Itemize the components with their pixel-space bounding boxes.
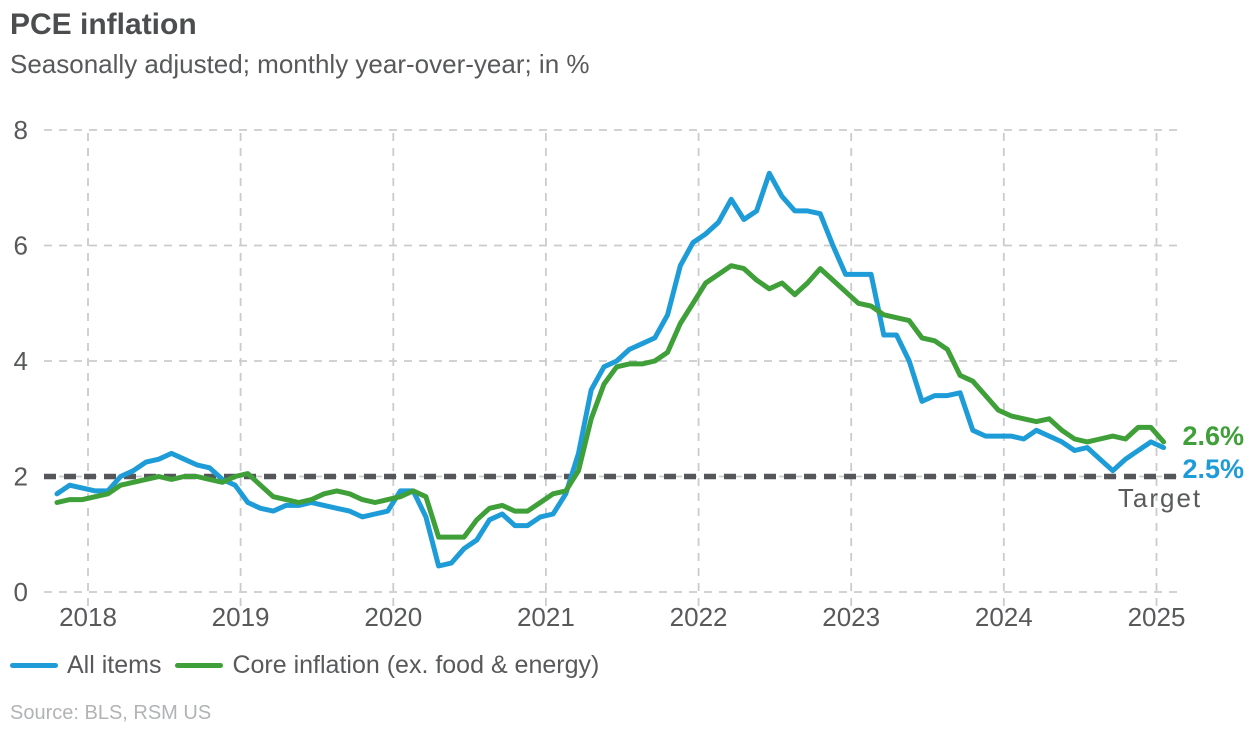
all-items-end-value-label: 2.5% [1182,454,1244,484]
page-title: PCE inflation [10,8,197,41]
chart-subtitle: Seasonally adjusted; monthly year-over-y… [10,49,590,79]
x-tick-label: 2021 [517,602,575,632]
source-note: Source: BLS, RSM US [10,702,212,724]
legend-label-all-items: All items [67,651,162,679]
y-tick-label: 0 [14,577,28,607]
chart-header: PCE inflation Seasonally adjusted; month… [10,6,590,80]
legend-item-core-inflation: Core inflation (ex. food & energy) [175,651,599,680]
y-tick-label: 8 [14,115,28,145]
legend-item-all-items: All items [10,651,161,680]
x-tick-label: 2019 [212,602,270,632]
legend-label-core-inflation: Core inflation (ex. food & energy) [232,651,600,679]
x-tick-label: 2024 [975,602,1033,632]
x-tick-label: 2023 [822,602,880,632]
x-tick-label: 2022 [670,602,728,632]
x-tick-label: 2020 [364,602,422,632]
all-items-line-swatch [10,663,58,668]
core-inflation-line-swatch [175,663,224,668]
core-end-value-label: 2.6% [1182,421,1244,451]
chart-legend: All items Core inflation (ex. food & ene… [10,651,613,680]
series-layer [54,170,1167,569]
core-inflation-line [54,263,1167,540]
grid-layer: 0 2 4 6 8 2018 2019 2020 2021 2022 2023 2024 2025 [14,115,1186,632]
x-tick-label: 2025 [1128,602,1186,632]
all-items-line [54,170,1167,569]
x-tick-label: 2018 [59,602,117,632]
y-tick-label: 6 [14,231,28,261]
y-tick-label: 4 [14,346,28,376]
y-tick-label: 2 [14,462,28,492]
target-line-label: Target [1118,483,1202,513]
